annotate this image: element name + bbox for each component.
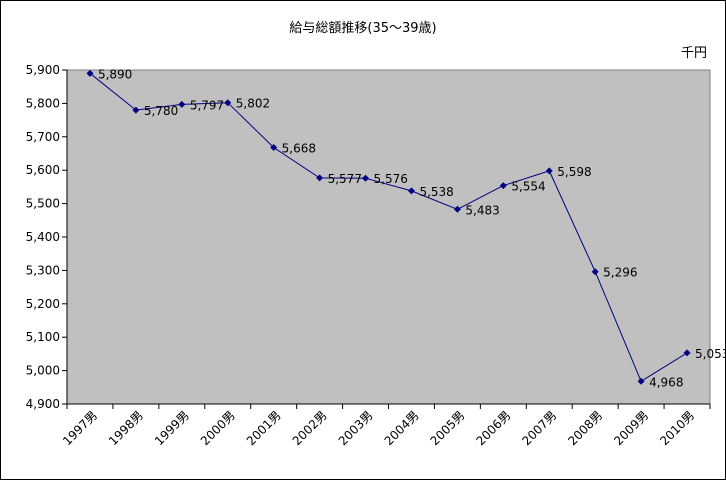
x-tick-label: 2010男 <box>657 408 697 448</box>
data-label: 5,554 <box>511 180 545 194</box>
y-axis: 4,900 5,000 5,100 5,200 5,300 5,400 5,500 5,600… <box>26 63 68 411</box>
y-tick-label: 5,700 <box>26 130 60 144</box>
data-label: 5,538 <box>419 185 453 199</box>
x-tick-label: 2000男 <box>198 408 238 448</box>
x-tick-label: 2003男 <box>336 408 376 448</box>
data-label: 5,668 <box>282 141 316 155</box>
x-tick-label: 2001男 <box>244 408 284 448</box>
data-label: 5,576 <box>374 172 408 186</box>
x-tick-label: 2008男 <box>565 408 605 448</box>
x-tick-label: 1999男 <box>152 408 192 448</box>
data-label: 5,598 <box>557 165 591 179</box>
chart-title: 給与総額推移(35～39歳) <box>289 21 436 36</box>
x-tick-label: 2009男 <box>611 408 651 448</box>
x-tick-label: 2004男 <box>382 408 422 448</box>
series-line <box>89 72 688 383</box>
data-label: 5,053 <box>695 347 725 361</box>
x-tick-label: 2002男 <box>290 408 330 448</box>
plot-area <box>66 69 711 405</box>
y-tick-label: 5,600 <box>26 163 60 177</box>
y-tick-label: 5,500 <box>26 197 60 211</box>
y-tick-label: 5,300 <box>26 263 60 277</box>
data-point <box>362 174 370 182</box>
x-tick-label: 2007男 <box>519 408 559 448</box>
data-point <box>591 268 599 276</box>
data-point <box>407 187 415 195</box>
y-tick-label: 5,100 <box>26 330 60 344</box>
data-label: 4,968 <box>649 375 683 389</box>
data-point <box>178 100 186 108</box>
data-point <box>86 69 94 77</box>
y-tick-label: 4,900 <box>26 397 60 411</box>
x-tick-label: 2006男 <box>473 408 513 448</box>
data-point <box>545 167 553 175</box>
data-label: 5,890 <box>98 67 132 81</box>
x-tick-label: 1997男 <box>60 408 100 448</box>
data-point <box>132 106 140 114</box>
data-label: 5,802 <box>236 97 270 111</box>
y-tick-label: 5,400 <box>26 230 60 244</box>
series-group: 5,890 5,780 5,797 5,802 5,668 5,577 5,576 5,538… <box>86 67 725 389</box>
data-label: 5,797 <box>190 98 224 112</box>
x-tick-label: 1998男 <box>106 408 146 448</box>
data-point <box>683 349 691 357</box>
x-tick-label: 2005男 <box>428 408 468 448</box>
y-tick-label: 5,800 <box>26 96 60 110</box>
unit-label: 千円 <box>681 46 707 61</box>
data-label: 5,483 <box>465 203 499 217</box>
y-tick-label: 5,200 <box>26 297 60 311</box>
x-axis: 1997男 1998男 1999男 2000男 2001男 2002男 2003男 2004男… <box>60 403 711 448</box>
data-label: 5,577 <box>328 172 362 186</box>
data-label: 5,780 <box>144 104 178 118</box>
data-point <box>316 174 324 182</box>
data-point <box>453 205 461 213</box>
data-label: 5,296 <box>603 266 637 280</box>
data-point <box>270 143 278 151</box>
data-point <box>637 377 645 385</box>
y-tick-label: 5,000 <box>26 364 60 378</box>
data-point <box>224 99 232 107</box>
data-point <box>499 182 507 190</box>
y-tick-label: 5,900 <box>26 63 60 77</box>
